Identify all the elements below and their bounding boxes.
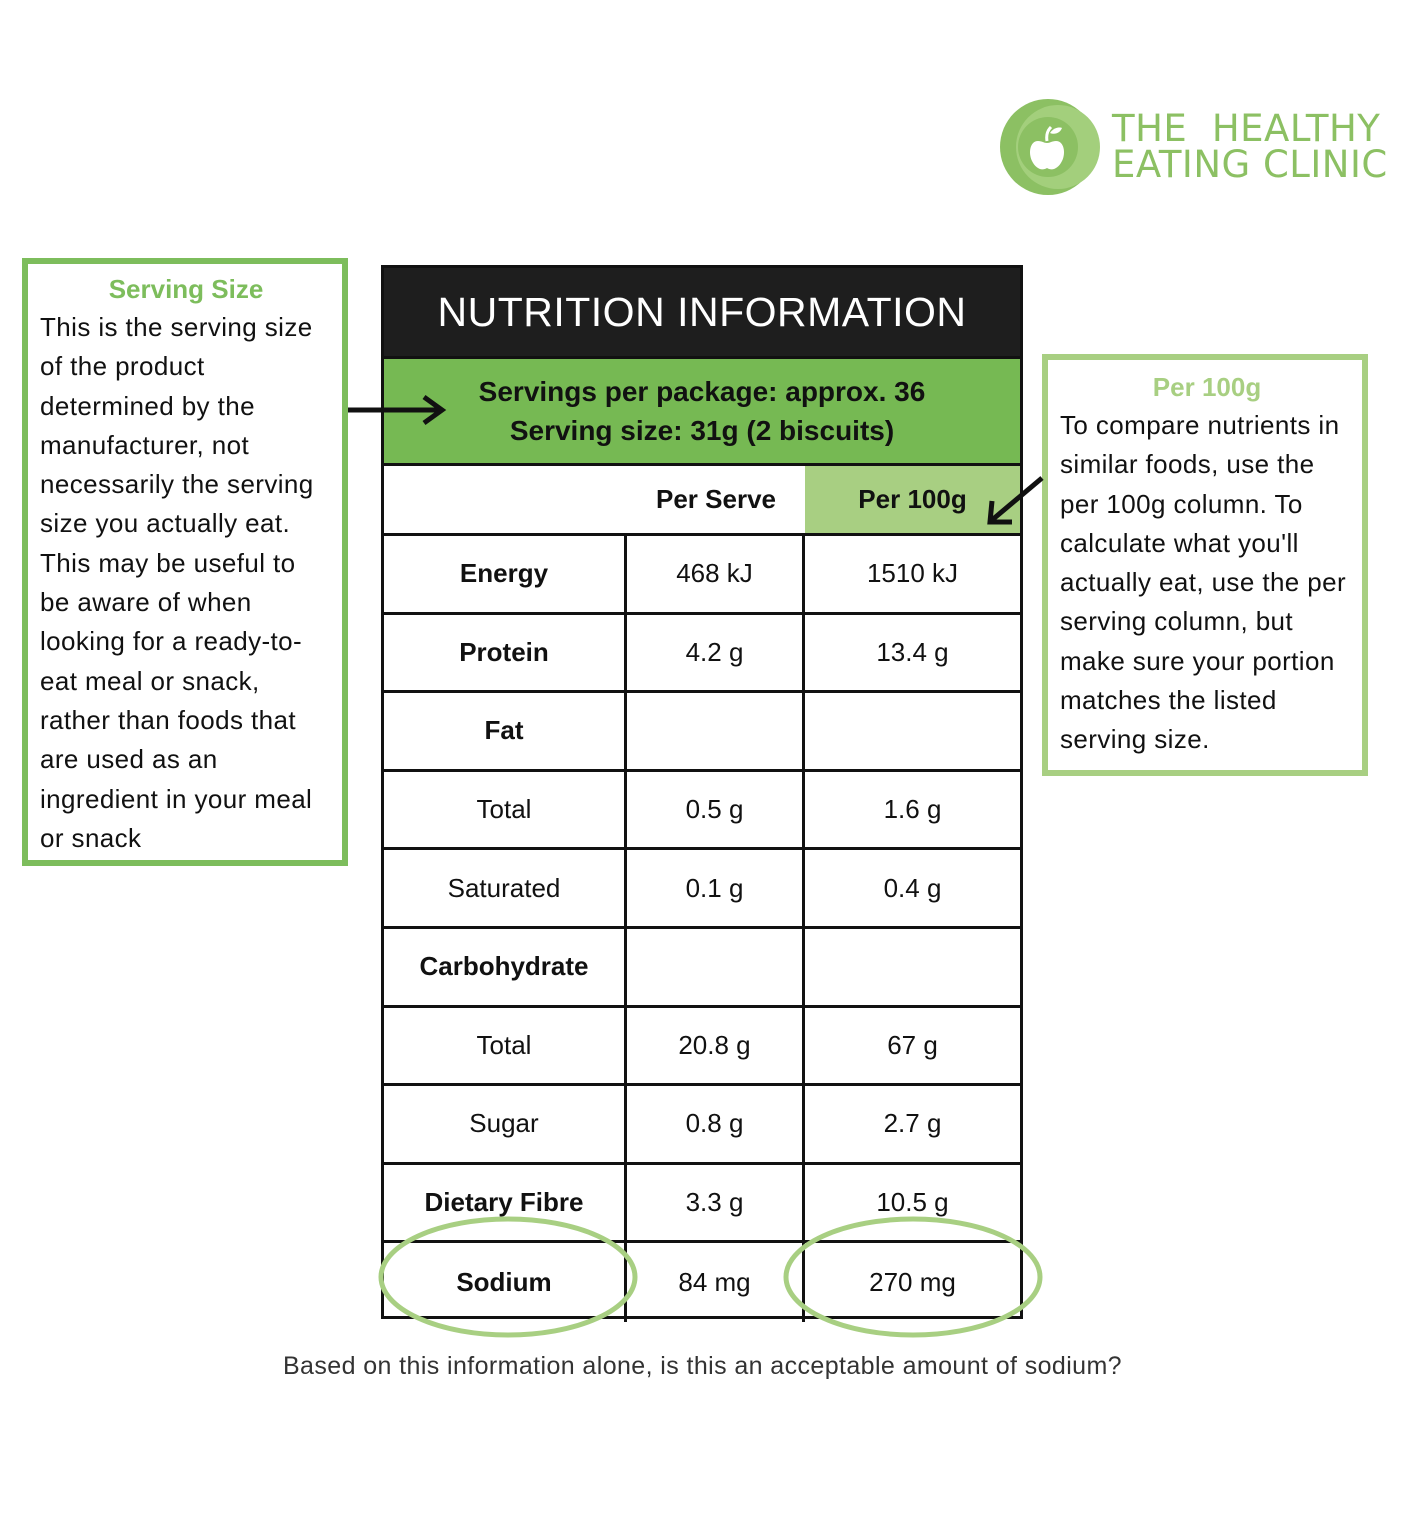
column-header-per-serve: Per Serve xyxy=(656,484,776,514)
per-100g-value xyxy=(805,693,1020,769)
nutrition-table: NUTRITION INFORMATION Servings per packa… xyxy=(381,265,1023,1322)
per-100g-value: 1510 kJ xyxy=(866,558,959,589)
nutrient-label: Carbohydrate xyxy=(384,928,627,1005)
nutrient-label: Protein xyxy=(384,614,627,691)
per-serve-value: 20.8 g xyxy=(627,1007,805,1084)
nutrient-label: Total xyxy=(384,771,627,848)
per-serve-value: 0.1 g xyxy=(627,850,805,926)
nutrient-label: Fat xyxy=(384,693,627,769)
per-100g-value: 2.7 g xyxy=(883,1108,942,1139)
table-row: Protein 4.2 g 13.4 g xyxy=(384,614,1020,694)
per-100g-value: 1.6 g xyxy=(883,794,942,825)
logo-line1: THE HEALTHY xyxy=(1112,107,1381,150)
per-100g-callout: Per 100g To compare nutrients in similar… xyxy=(1042,354,1368,776)
per-100g-value: 13.4 g xyxy=(876,636,949,667)
per-serve-value: 4.2 g xyxy=(627,614,805,691)
serving-info: Servings per package: approx. 36 Serving… xyxy=(384,359,1020,466)
table-row: Energy 468 kJ 1510 kJ xyxy=(384,536,1020,615)
serving-size: Serving size: 31g (2 biscuits) xyxy=(509,415,895,446)
per-serve-value: 0.8 g xyxy=(627,1086,805,1162)
table-rows: Energy 468 kJ 1510 kJ Protein 4.2 g 13.4 g Fat… xyxy=(384,536,1020,1322)
column-header-blank xyxy=(384,466,627,533)
nutrient-label: Dietary Fibre xyxy=(384,1164,627,1241)
per-100g-value: 67 g xyxy=(887,1029,938,1060)
per-100g-body: To compare nutrients in similar foods, u… xyxy=(1060,410,1347,755)
table-row: Dietary Fibre 3.3 g 10.5 g xyxy=(384,1164,1020,1244)
serving-size-callout: Serving Size This is the serving size of… xyxy=(22,258,348,866)
per-100g-value: 10.5 g xyxy=(876,1187,949,1218)
table-row: Total 20.8 g 67 g xyxy=(384,1007,1020,1087)
table-row: Sugar 0.8 g 2.7 g xyxy=(384,1086,1020,1165)
per-serve-value: 0.5 g xyxy=(627,771,805,848)
table-row: Fat xyxy=(384,693,1020,772)
nutrient-label: Total xyxy=(384,1007,627,1084)
column-header-per-100g: Per 100g xyxy=(805,466,1020,533)
apple-icon xyxy=(1000,99,1100,195)
serving-size-body: This is the serving size of the product … xyxy=(40,312,314,853)
nutrient-label: Energy xyxy=(384,536,627,612)
table-row: Sodium 84 mg 270 mg xyxy=(384,1243,1020,1322)
nutrient-label: Sugar xyxy=(384,1086,627,1162)
table-row: Saturated 0.1 g 0.4 g xyxy=(384,850,1020,929)
per-100g-value: 0.4 g xyxy=(883,872,942,903)
logo-line2: EATING CLINIC xyxy=(1112,143,1388,186)
clinic-logo: THE HEALTHY EATING CLINIC xyxy=(1000,97,1387,197)
sodium-question: Based on this information alone, is this… xyxy=(282,1352,1122,1380)
per-100g-value xyxy=(805,929,1020,1005)
logo-wordmark: THE HEALTHY EATING CLINIC xyxy=(1112,107,1388,186)
per-100g-title: Per 100g xyxy=(1152,372,1262,402)
servings-per-package: Servings per package: approx. 36 xyxy=(478,376,926,407)
column-header-row: Per Serve Per 100g xyxy=(384,466,1020,536)
per-100g-value: 270 mg xyxy=(869,1267,956,1298)
table-row: Total 0.5 g 1.6 g xyxy=(384,771,1020,851)
per-serve-value xyxy=(627,928,805,1005)
table-title: NUTRITION INFORMATION xyxy=(384,268,1020,359)
per-serve-value: 84 mg xyxy=(627,1243,805,1322)
per-serve-value: 468 kJ xyxy=(627,536,805,612)
table-row: Carbohydrate xyxy=(384,928,1020,1008)
per-serve-value xyxy=(627,693,805,769)
nutrient-label: Sodium xyxy=(384,1243,627,1322)
per-serve-value: 3.3 g xyxy=(627,1164,805,1241)
serving-size-title: Serving Size xyxy=(108,274,264,304)
nutrient-label: Saturated xyxy=(384,850,627,926)
